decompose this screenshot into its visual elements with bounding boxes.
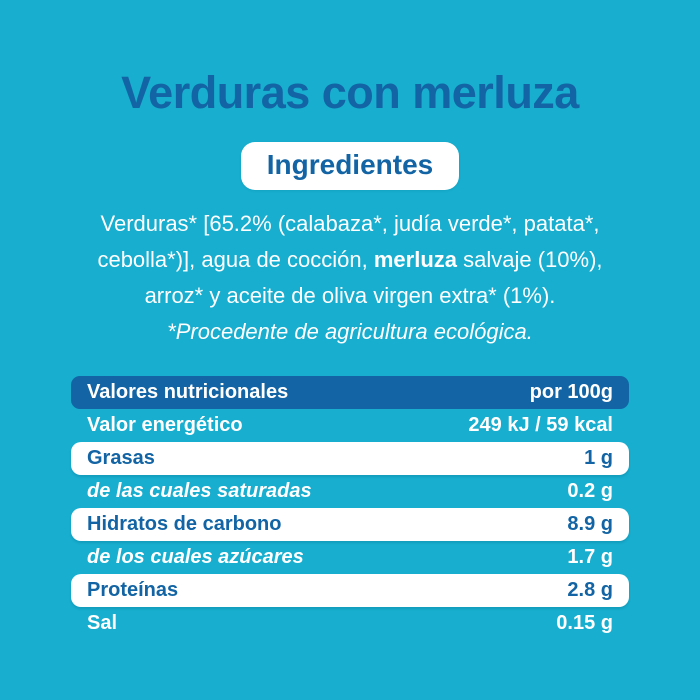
table-row-energy: Valor energético 249 kJ / 59 kcal — [71, 409, 629, 442]
ingredients-line-2-pre: cebolla*)], agua de cocción, — [97, 246, 374, 272]
ingredients-line-2: cebolla*)], agua de cocción, merluza sal… — [0, 242, 700, 278]
ingredients-highlight-merluza: merluza — [373, 246, 458, 272]
row-value-fat: 1 g — [584, 446, 613, 469]
table-row-protein: Proteínas 2.8 g — [71, 573, 629, 607]
nutrition-table-header-row: Valores nutricionales por 100g — [71, 375, 629, 409]
row-value-saturated-fat: 0.2 g — [567, 479, 613, 502]
table-row-carbohydrates: Hidratos de carbono 8.9 g — [71, 507, 629, 541]
row-value-carbohydrates: 8.9 g — [567, 512, 613, 535]
row-value-salt: 0.15 g — [556, 611, 613, 634]
row-label-saturated-fat: de las cuales saturadas — [87, 479, 312, 502]
row-value-energy: 249 kJ / 59 kcal — [468, 413, 613, 436]
nutrition-table-header-label: Valores nutricionales — [87, 380, 289, 403]
row-label-energy: Valor energético — [87, 413, 243, 436]
ingredients-text: Verduras* [65.2% (calabaza*, judía verde… — [0, 206, 700, 350]
product-title: Verduras con merluza — [121, 67, 579, 118]
table-row-sugars: de los cuales azúcares 1.7 g — [71, 541, 629, 574]
row-value-sugars: 1.7 g — [567, 545, 613, 568]
table-row-salt: Sal 0.15 g — [71, 607, 629, 640]
row-label-fat: Grasas — [87, 446, 155, 469]
ingredients-line-3: arroz* y aceite de oliva virgen extra* (… — [144, 282, 556, 308]
row-label-protein: Proteínas — [87, 578, 179, 601]
row-label-sugars: de los cuales azúcares — [87, 545, 304, 568]
table-row-fat: Grasas 1 g — [71, 441, 629, 475]
ingredients-line-2-post: salvaje (10%), — [457, 246, 603, 272]
organic-note: *Procedente de agricultura ecológica. — [167, 318, 533, 344]
nutrition-table: Valores nutricionales por 100g Valor ene… — [71, 375, 629, 640]
ingredients-badge-label: Ingredientes — [266, 148, 434, 180]
nutrition-table-header-value: por 100g — [529, 380, 613, 403]
row-value-protein: 2.8 g — [567, 578, 613, 601]
row-label-salt: Sal — [87, 611, 118, 634]
ingredients-badge: Ingredientes — [240, 141, 460, 190]
ingredients-line-1: Verduras* [65.2% (calabaza*, judía verde… — [100, 210, 600, 236]
row-label-carbohydrates: Hidratos de carbono — [87, 512, 282, 535]
table-row-saturated-fat: de las cuales saturadas 0.2 g — [71, 475, 629, 508]
